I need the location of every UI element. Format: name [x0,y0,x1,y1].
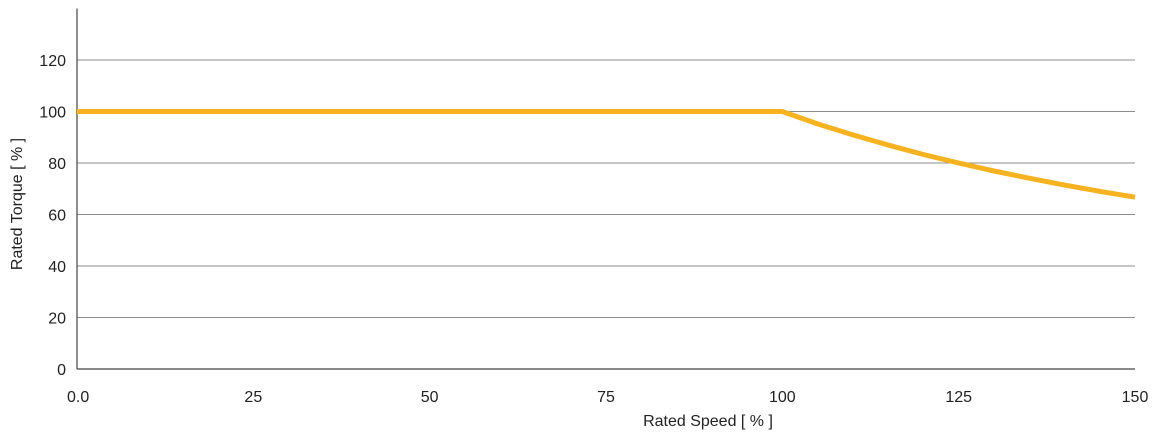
gridlines [77,59,1135,318]
y-tick-label-100: 100 [39,105,66,122]
y-tick-label-40: 40 [48,259,66,276]
x-tick-label-100: 100 [769,389,796,406]
x-tick-label-0.0: 0.0 [67,389,89,406]
y-tick-label-0: 0 [57,362,66,379]
series-layer [77,109,1136,200]
tick-labels: 0 20 40 60 80 100 120 0.0 25 50 75 100 125 150 [39,53,1148,406]
axes [76,8,1135,370]
y-tick-label-120: 120 [39,53,66,70]
series-line-0 [77,109,1136,200]
x-axis-title: Rated Speed [ % ] [643,413,773,430]
x-tick-label-150: 150 [1122,389,1149,406]
x-tick-label-75: 75 [597,389,615,406]
x-tick-label-25: 25 [244,389,262,406]
y-tick-label-60: 60 [48,208,66,225]
x-tick-label-50: 50 [421,389,439,406]
y-tick-label-20: 20 [48,311,66,328]
x-tick-label-125: 125 [945,389,972,406]
y-tick-label-80: 80 [48,156,66,173]
y-axis-title: Rated Torque [ % ] [9,138,26,270]
